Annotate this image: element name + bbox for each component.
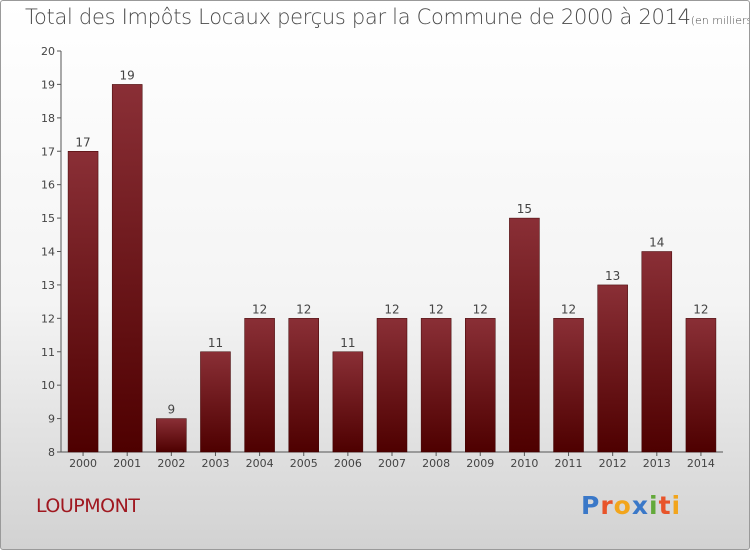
unit-text: (en milliers d'€): [690, 14, 750, 27]
data-label: 11: [208, 336, 223, 350]
commune-name: LOUPMONT: [36, 495, 140, 517]
x-tick-label: 2009: [466, 457, 494, 470]
x-tick-label: 2003: [201, 457, 229, 470]
chart-title: Total des Impôts Locaux perçus par la Co…: [25, 5, 750, 29]
bar: [200, 351, 231, 453]
logo-letter: x: [631, 491, 649, 520]
data-label: 12: [428, 302, 443, 316]
x-tick-label: 2011: [555, 457, 583, 470]
bar: [332, 351, 364, 453]
x-tick-label: 2008: [422, 457, 450, 470]
y-tick-label: 14: [41, 246, 55, 259]
bar: [553, 318, 584, 453]
title-text: Total des Impôts Locaux perçus par la Co…: [25, 5, 691, 29]
bar: [509, 217, 540, 453]
y-tick-label: 20: [41, 45, 55, 58]
y-tick-label: 10: [41, 379, 55, 392]
x-tick-label: 2012: [599, 457, 627, 470]
bar: [641, 251, 673, 453]
data-label: 11: [340, 336, 355, 350]
bar: [244, 318, 275, 453]
bar: [67, 151, 99, 453]
bar: [465, 318, 496, 453]
x-tick-label: 2001: [113, 457, 141, 470]
y-tick-label: 11: [41, 346, 55, 359]
y-tick-label: 13: [41, 279, 55, 292]
y-tick-label: 15: [41, 212, 55, 225]
data-label: 12: [384, 302, 399, 316]
x-tick-label: 2000: [69, 457, 97, 470]
data-label: 17: [75, 135, 90, 149]
logo-letter: r: [600, 491, 614, 520]
bar: [597, 284, 628, 453]
logo-letter: t: [658, 491, 672, 520]
data-label: 14: [649, 236, 664, 250]
data-label: 15: [517, 202, 532, 216]
y-tick-label: 16: [41, 179, 55, 192]
y-tick-label: 9: [48, 413, 55, 426]
logo-letter: o: [613, 491, 632, 520]
data-label: 19: [120, 68, 135, 82]
data-label: 12: [693, 302, 708, 316]
data-label: 12: [296, 302, 311, 316]
data-label: 9: [168, 403, 176, 417]
data-label: 12: [252, 302, 267, 316]
y-tick-label: 17: [41, 145, 55, 158]
x-tick-label: 2013: [643, 457, 671, 470]
bar: [685, 318, 717, 453]
y-tick-label: 18: [41, 112, 55, 125]
x-tick-label: 2004: [246, 457, 274, 470]
x-tick-label: 2002: [157, 457, 185, 470]
data-label: 12: [473, 302, 488, 316]
logo-letter: i: [649, 491, 659, 520]
y-tick-label: 12: [41, 312, 55, 325]
proxiti-logo: Proxiti: [581, 491, 681, 520]
bar: [376, 318, 408, 453]
data-label: 13: [605, 269, 620, 283]
x-tick-label: 2007: [378, 457, 406, 470]
y-tick-label: 8: [48, 446, 55, 459]
x-tick-label: 2005: [290, 457, 318, 470]
bar: [288, 318, 319, 453]
bar: [420, 318, 452, 453]
y-tick-label: 19: [41, 78, 55, 91]
bar: [156, 418, 187, 453]
bar: [111, 84, 143, 453]
logo-letter: P: [581, 491, 601, 520]
x-tick-label: 2010: [510, 457, 538, 470]
x-tick-label: 2014: [687, 457, 715, 470]
data-label: 12: [561, 302, 576, 316]
logo-letter: i: [671, 491, 682, 520]
x-tick-label: 2006: [334, 457, 362, 470]
